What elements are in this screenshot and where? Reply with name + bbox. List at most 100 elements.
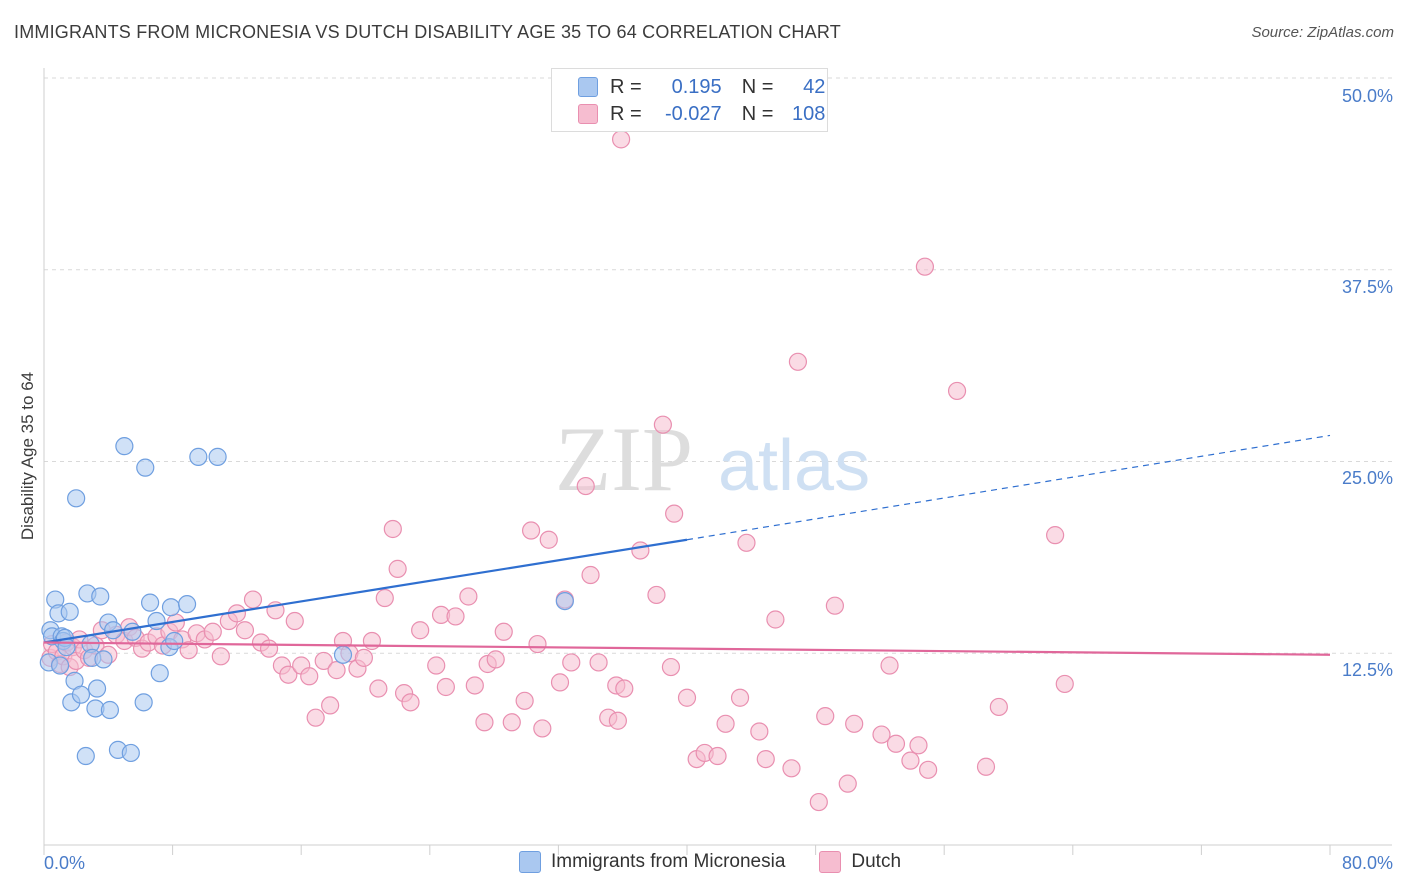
legend-n-label: N = <box>741 102 774 125</box>
micronesia-point <box>136 458 155 477</box>
dutch-point <box>653 415 672 434</box>
legend-swatch-micronesia <box>578 77 598 97</box>
dutch-point <box>708 746 727 766</box>
dutch-point <box>300 667 319 686</box>
micronesia-point <box>140 593 160 612</box>
micronesia-point <box>76 746 95 766</box>
dutch-point <box>327 661 346 680</box>
micronesia-point <box>91 587 110 606</box>
dutch-point <box>411 621 430 640</box>
dutch-point <box>989 697 1008 717</box>
dutch-point <box>576 476 595 496</box>
micronesia-point <box>134 693 153 712</box>
dutch-point <box>533 719 552 738</box>
micronesia-point <box>208 447 227 466</box>
y-axis-label: Disability Age 35 to 64 <box>18 371 37 541</box>
dutch-point <box>750 722 769 741</box>
source-label: Source: ZipAtlas.com <box>1251 24 1394 41</box>
legend-swatch-dutch <box>819 851 842 873</box>
dutch-point <box>362 631 382 651</box>
micronesia-point <box>555 591 574 611</box>
dutch-point <box>539 530 558 549</box>
micronesia-point <box>71 685 91 704</box>
micronesia-point <box>100 700 120 720</box>
dutch-point <box>631 541 650 560</box>
dutch-point <box>608 711 627 730</box>
dutch-point <box>446 607 465 626</box>
dutch-point <box>845 714 864 733</box>
series-legend: Immigrants from Micronesia Dutch <box>519 851 901 873</box>
dutch-point <box>279 665 298 684</box>
dutch-point <box>475 713 494 732</box>
dutch-point <box>243 590 263 609</box>
dutch-point <box>515 691 534 710</box>
dutch-point <box>615 679 634 698</box>
dutch-point <box>494 622 513 641</box>
dutch-point <box>947 381 967 401</box>
micronesia-point <box>67 489 86 508</box>
dutch-point <box>306 708 325 727</box>
dutch-point <box>486 650 505 669</box>
legend-r-value-micronesia: 0.195 <box>671 75 722 98</box>
dutch-point <box>665 504 684 523</box>
dutch-point <box>647 585 666 605</box>
y-tick-50: 50.0% <box>1341 86 1393 106</box>
y-tick-25: 25.0% <box>1341 468 1393 488</box>
legend-r-value-dutch: -0.027 <box>664 102 722 125</box>
dutch-point <box>401 693 420 712</box>
dutch-point <box>354 648 373 667</box>
dutch-point <box>766 610 785 629</box>
dutch-point <box>369 679 388 698</box>
micronesia-point <box>121 743 140 763</box>
micronesia-point <box>94 650 113 669</box>
dutch-point <box>730 688 750 707</box>
dutch-point <box>915 257 935 276</box>
dutch-point <box>872 725 891 744</box>
dutch-point <box>427 656 446 675</box>
micronesia-trend-line <box>43 538 688 644</box>
dutch-point <box>259 639 279 658</box>
legend-n-value-micronesia: 42 <box>803 75 826 98</box>
micronesia-point <box>123 622 142 641</box>
dutch-point <box>179 641 198 660</box>
legend-swatch-micronesia <box>519 851 541 873</box>
micronesia-point <box>177 595 197 614</box>
dutch-trend-line <box>43 641 1331 656</box>
micronesia-point <box>150 664 169 683</box>
dutch-point <box>581 565 600 585</box>
legend-n-value-dutch: 108 <box>792 102 826 125</box>
micronesia-point <box>333 645 353 664</box>
dutch-point <box>321 696 340 715</box>
legend-row-micronesia: R = 0.195 N = 42 <box>552 74 825 100</box>
dutch-point <box>809 792 828 812</box>
micronesia-trend-projection <box>686 434 1331 541</box>
legend-label-dutch: Dutch <box>851 851 902 872</box>
dutch-point <box>550 673 570 692</box>
dutch-point <box>716 714 735 733</box>
micronesia-point <box>115 437 134 456</box>
stats-legend: R = 0.195 N = 42 R = -0.027 N = 108 <box>551 68 828 132</box>
micronesia-point <box>50 656 70 675</box>
dutch-point <box>756 749 775 769</box>
legend-label-micronesia: Immigrants from Micronesia <box>551 851 786 872</box>
legend-swatch-dutch <box>578 104 598 124</box>
dutch-point <box>838 774 857 793</box>
dutch-point <box>562 653 581 672</box>
dutch-point <box>1046 526 1065 545</box>
dutch-point <box>211 647 230 666</box>
dutch-point <box>528 634 547 654</box>
legend-r-label: R = <box>610 75 642 98</box>
x-tick-max: 80.0% <box>1341 853 1393 873</box>
dutch-point <box>782 759 801 778</box>
micronesia-point <box>165 631 184 651</box>
dutch-point <box>235 621 255 640</box>
dutch-point <box>375 588 394 608</box>
watermark-zip: ZIP <box>555 408 693 510</box>
dutch-point <box>880 656 899 675</box>
micronesia-point <box>147 611 166 631</box>
legend-n-label: N = <box>741 75 774 98</box>
micronesia-point <box>57 638 76 657</box>
micronesia-point <box>189 447 208 466</box>
dutch-point <box>816 707 835 726</box>
